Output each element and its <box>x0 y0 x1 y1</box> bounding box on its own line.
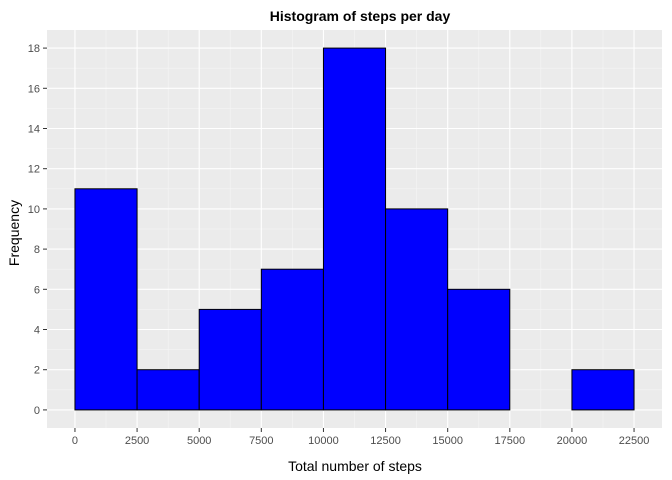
histogram-bar-8 <box>571 369 635 411</box>
x-tick-label: 2500 <box>125 435 149 447</box>
histogram-bar-6 <box>447 288 511 411</box>
y-tick-label: 2 <box>34 365 40 377</box>
x-tick-label: 10000 <box>308 435 339 447</box>
x-tick-label: 0 <box>72 435 78 447</box>
x-tick-label: 15000 <box>432 435 463 447</box>
y-tick-label: 12 <box>28 164 40 176</box>
x-tick-label: 7500 <box>249 435 273 447</box>
y-tick-label: 0 <box>34 405 40 417</box>
x-tick-label: 12500 <box>370 435 401 447</box>
histogram-bar-2 <box>198 308 262 411</box>
histogram-bar-3 <box>260 268 324 411</box>
x-axis: 0 2500 5000 7500 10000 12500 15000 17500 20000 22… <box>72 428 649 447</box>
chart-title: Histogram of steps per day <box>270 8 451 24</box>
y-tick-label: 16 <box>28 83 40 95</box>
histogram-bar-1 <box>136 369 200 411</box>
histogram-bar-5 <box>385 208 449 411</box>
x-tick-label: 20000 <box>557 435 588 447</box>
y-tick-label: 6 <box>34 284 40 296</box>
y-tick-label: 18 <box>28 43 40 55</box>
histogram-bar-4 <box>322 47 387 411</box>
x-tick-label: 5000 <box>187 435 211 447</box>
histogram-bars <box>74 47 635 411</box>
x-tick-label: 22500 <box>619 435 650 447</box>
y-tick-label: 10 <box>28 204 40 216</box>
y-tick-label: 8 <box>34 244 40 256</box>
x-axis-label: Total number of steps <box>288 458 422 474</box>
y-axis: 0 2 4 6 8 10 12 14 16 18 <box>28 43 47 417</box>
y-axis-label: Frequency <box>6 200 22 266</box>
histogram-bar-0 <box>74 188 138 411</box>
y-tick-label: 14 <box>28 123 40 135</box>
y-tick-label: 4 <box>34 325 40 337</box>
x-tick-label: 17500 <box>495 435 526 447</box>
